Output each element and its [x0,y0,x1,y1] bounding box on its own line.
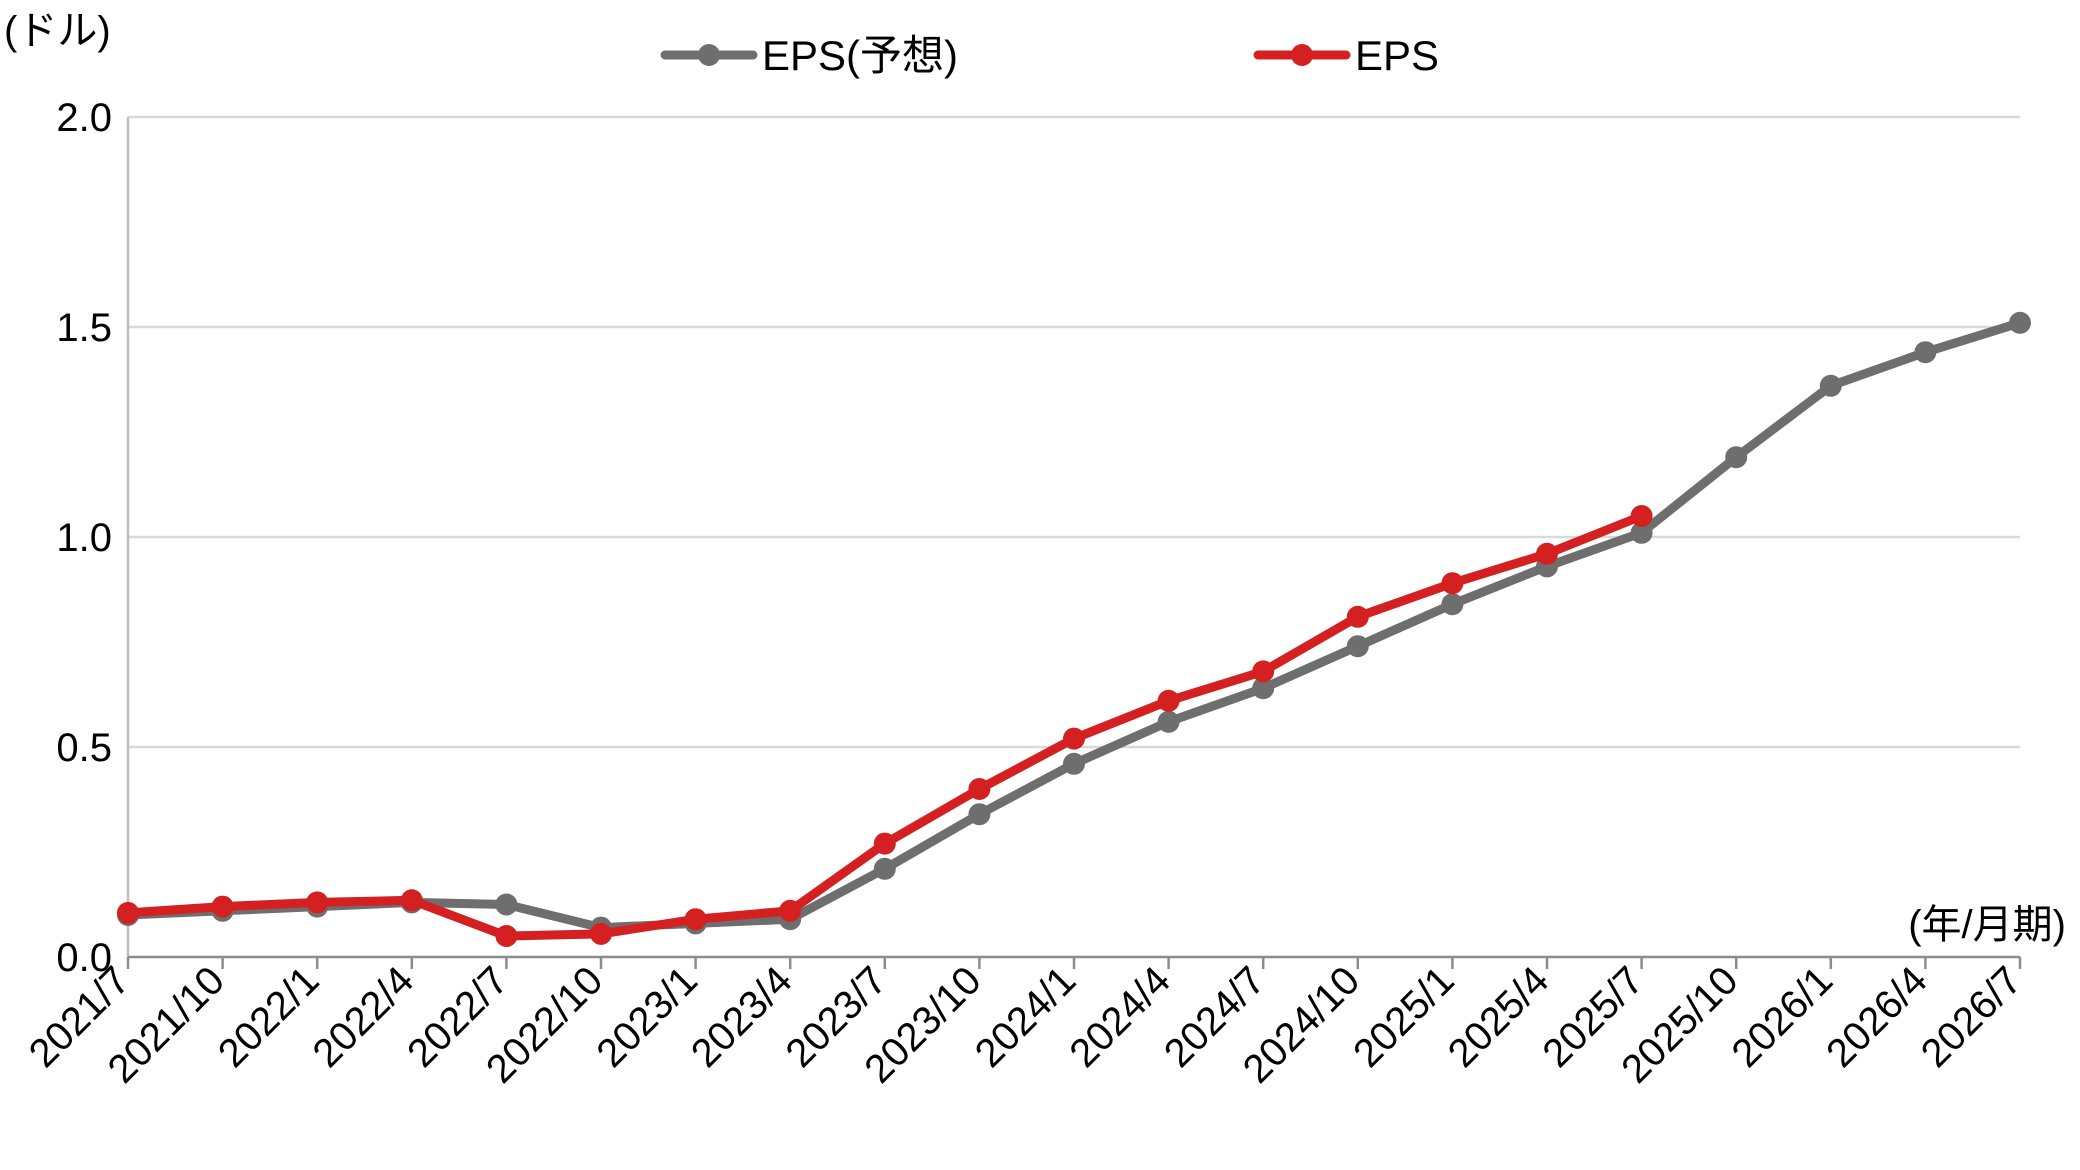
data-point [211,895,234,918]
data-point [1252,677,1275,700]
data-point [1157,710,1180,733]
legend-label-actual: EPS [1355,32,1439,79]
data-point [1441,593,1464,616]
data-point [1157,689,1180,712]
data-point [968,778,991,800]
data-point [2009,311,2031,334]
legend-item-forecast: EPS(予想) [660,32,958,79]
legend-item-actual: EPS [1253,32,1439,79]
data-point [495,925,518,947]
data-point [1630,505,1653,527]
legend-label-forecast: EPS(予想) [762,32,958,79]
data-point [779,899,802,922]
data-point [1725,446,1748,469]
x-tick-label: 2026/4 [1818,958,1936,1076]
data-point [1536,542,1558,565]
data-point [684,908,707,931]
data-point [1063,727,1085,750]
data-point [1441,572,1464,595]
x-tick-label: 2024/1 [967,958,1085,1076]
x-tick-label: 2023/4 [683,958,801,1076]
y-tick-label: 2.0 [56,96,112,140]
data-point [117,901,139,924]
x-tick-label: 2026/1 [1724,958,1842,1076]
y-tick-labels: 0.0 0.5 1.0 1.5 2.0 [56,96,112,980]
x-tick-label: 2025/4 [1440,958,1558,1076]
legend-marker-forecast [698,44,720,66]
x-tick-label: 2025/1 [1345,958,1463,1076]
data-point [495,893,518,916]
data-point [1630,521,1653,544]
x-tick-label: 2024/4 [1061,958,1179,1076]
data-point [1252,660,1275,683]
data-point [1819,374,1842,397]
y-axis-unit-label: (ドル) [4,9,111,53]
grid-lines [128,115,2020,749]
series-actual [117,505,1653,947]
y-tick-label: 1.5 [56,306,112,350]
x-tick-label: 2023/1 [588,958,706,1076]
legend-marker-actual [1291,44,1313,66]
data-point [873,857,896,880]
data-point [590,922,612,945]
x-tick-label: 2022/1 [210,958,328,1076]
series-forecast [117,311,2031,939]
data-point [1914,341,1937,364]
data-point [1346,635,1369,658]
x-tick-labels: 2021/72021/102022/12022/42022/72022/1020… [21,958,2031,1091]
data-point [1063,752,1085,775]
data-point [306,891,329,914]
y-tick-label: 0.0 [56,936,112,980]
series-line [123,318,2025,933]
x-axis-unit-label: (年/月期) [1908,903,2066,947]
series-layer [117,311,2031,947]
x-tick-label: 2026/7 [1913,958,2031,1076]
axes [126,117,2022,969]
legend: EPS(予想) EPS [660,32,1439,79]
data-point [400,889,423,912]
data-point [968,803,991,826]
y-tick-label: 0.5 [56,726,112,770]
data-point [1346,605,1369,628]
y-tick-label: 1.0 [56,516,112,560]
data-point [873,832,896,855]
x-tick-label: 2022/4 [305,958,423,1076]
